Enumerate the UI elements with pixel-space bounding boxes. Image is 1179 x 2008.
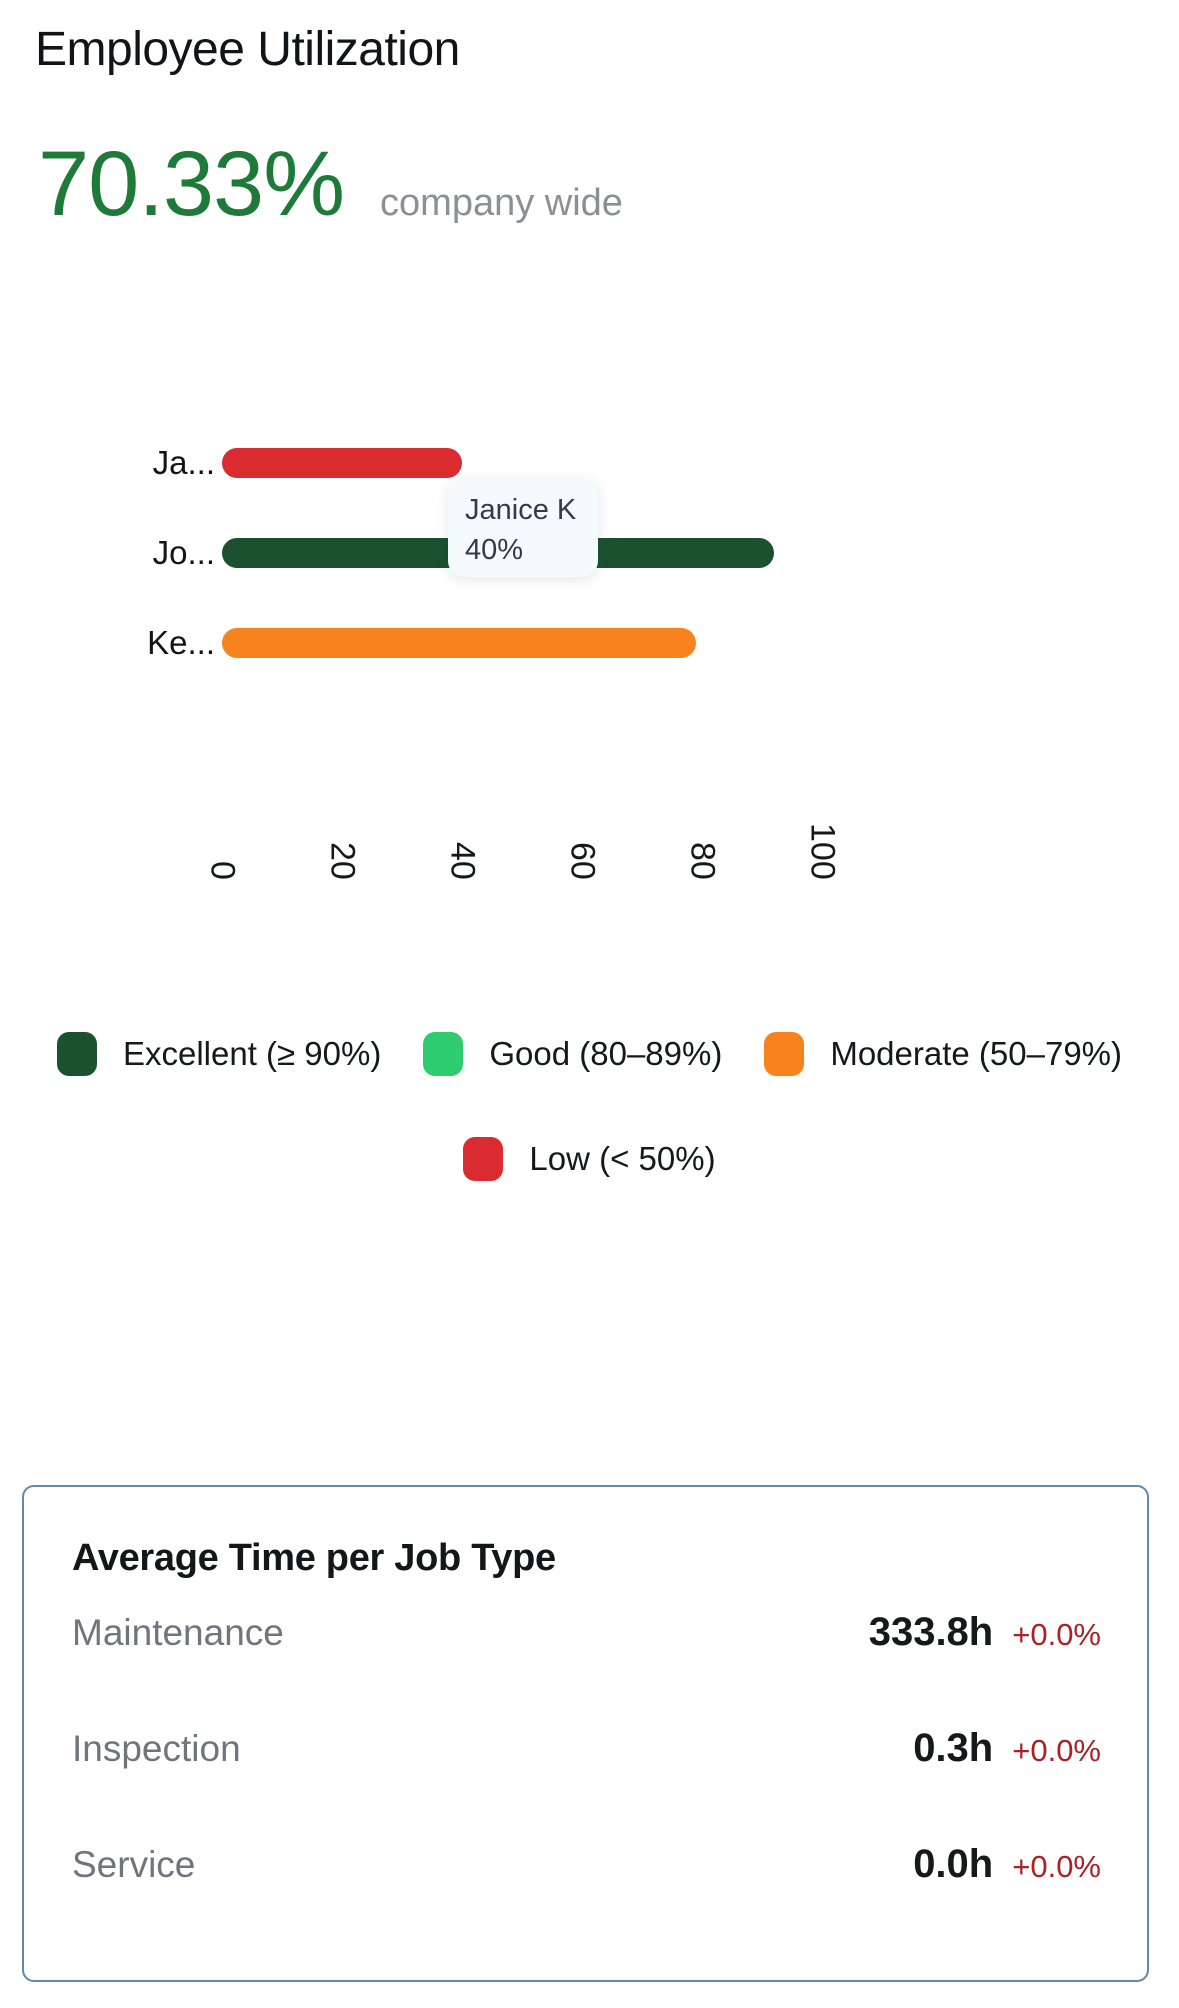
job-type-label: Inspection [72,1728,241,1769]
x-axis-tick: 20 [323,842,362,880]
legend-swatch-good [423,1032,464,1076]
legend-item-excellent[interactable]: Excellent (≥ 90%) [56,1032,382,1076]
bar-track [222,448,822,478]
utilization-bar-ke[interactable] [222,628,696,658]
bar-row-janice: Ja... [0,418,1179,508]
x-axis-tick: 60 [563,842,602,880]
legend-label: Low (< 50%) [529,1140,716,1177]
job-type-value: 333.8h [868,1610,994,1654]
x-axis-tick: 40 [443,842,482,880]
bar-category-label: Ke... [147,624,215,661]
legend-swatch-low [463,1137,504,1181]
x-axis: 0 20 40 60 80 100 [204,760,842,880]
company-utilization-metric: 70.33% company wide [38,138,623,230]
legend-item-low[interactable]: Low (< 50%) [463,1137,716,1181]
page-title: Employee Utilization [35,23,460,76]
utilization-bar-chart: Ja... Jo... Ke... Janice K 40% 0 20 40 [0,418,1179,898]
x-axis-tick: 80 [683,842,722,880]
job-type-row-maintenance: Maintenance 333.8h +0.0% [72,1610,1101,1688]
legend-label: Good (80–89%) [489,1035,723,1072]
legend-swatch-excellent [56,1032,97,1076]
legend-label: Moderate (50–79%) [830,1035,1123,1072]
card-title: Average Time per Job Type [72,1537,556,1579]
legend-label: Excellent (≥ 90%) [122,1035,382,1072]
job-type-value: 0.0h [913,1842,994,1886]
utilization-percentage: 70.33% [38,133,345,235]
tooltip-employee-name: Janice K [465,494,577,526]
job-type-row-inspection: Inspection 0.3h +0.0% [72,1726,1101,1804]
legend-item-good[interactable]: Good (80–89%) [423,1032,722,1076]
utilization-bar-janice[interactable] [222,448,462,478]
job-type-delta: +0.0% [1012,1733,1101,1768]
bar-category-label: Ja... [152,444,215,481]
legend-swatch-moderate [764,1032,805,1076]
x-axis-tick: 100 [803,823,842,880]
bar-track [222,628,822,658]
legend-row-2: Low (< 50%) [0,1137,1179,1181]
legend-row-1: Excellent (≥ 90%) Good (80–89%) Moderate… [0,1032,1179,1076]
average-time-card: Average Time per Job Type Maintenance 33… [22,1485,1149,1982]
job-type-label: Maintenance [72,1612,284,1653]
job-type-rows: Maintenance 333.8h +0.0% Inspection 0.3h… [72,1610,1101,1920]
chart-legend: Excellent (≥ 90%) Good (80–89%) Moderate… [0,1032,1179,1181]
legend-item-moderate[interactable]: Moderate (50–79%) [764,1032,1122,1076]
job-type-row-service: Service 0.0h +0.0% [72,1842,1101,1920]
chart-tooltip: Janice K 40% [448,477,598,577]
metric-caption: company wide [380,182,623,224]
x-axis-tick: 0 [203,861,242,880]
job-type-value: 0.3h [913,1726,994,1770]
bar-row-ke: Ke... [0,598,1179,688]
job-type-delta: +0.0% [1012,1849,1101,1884]
job-type-delta: +0.0% [1012,1617,1101,1652]
job-type-label: Service [72,1844,196,1885]
bar-category-label: Jo... [152,534,215,571]
tooltip-value: 40% [465,534,524,566]
